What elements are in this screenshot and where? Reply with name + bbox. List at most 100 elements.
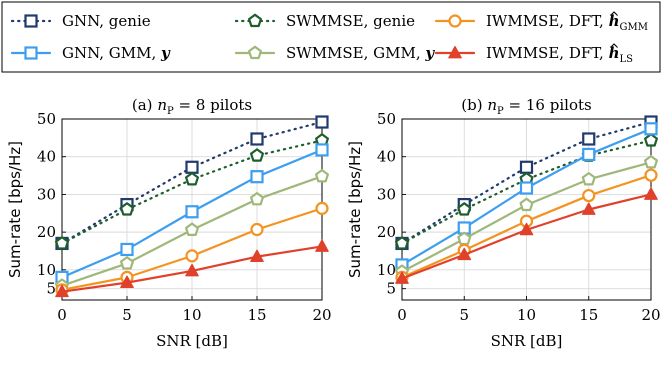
legend: GNN, genie SWMMSE, genie IWMMSE, DFT, hGMM… [1,1,661,73]
legend-label-iwmmse_dft_gmm: IWMMSE, DFT, hGMM [486,12,648,33]
y-tick-label: 30 [37,185,56,203]
y-tick-label: 50 [377,110,396,128]
data-point-swmmse_genie [250,148,264,162]
x-tick-label: 10 [517,306,536,324]
data-point-iwmmse_dft_ls [519,222,534,236]
x-tick-label: 15 [247,306,266,324]
y-tick-label: 5 [46,280,56,298]
series-swmmse_gmm [55,169,329,292]
series-line-swmmse_genie [60,139,324,245]
data-point-gnn_gmm [315,143,329,157]
data-point-gnn_genie [250,132,264,146]
data-point-gnn_gmm [120,242,134,257]
data-point-swmmse_gmm [120,256,134,270]
y-tick-label: 10 [37,261,56,279]
data-point-swmmse_genie [120,202,134,216]
legend-entry-swmmse_gmm: SWMMSE, GMM, y [234,44,435,62]
data-point-iwmmse_dft_gmm [250,222,264,237]
legend-marker-swmmse_genie [248,13,262,28]
y-tick-label: 40 [377,148,396,166]
data-point-swmmse_gmm [185,222,199,236]
data-point-iwmmse_dft_ls [185,263,199,277]
legend-entry-iwmmse_dft_gmm: IWMMSE, DFT, hGMM [434,11,648,33]
y-tick-label: 10 [377,261,396,279]
data-point-iwmmse_dft_gmm [315,201,329,215]
y-axis-label: Sum-rate [bps/Hz] [346,141,364,278]
data-point-iwmmse_dft_ls [581,202,596,215]
x-tick-label: 0 [397,306,407,324]
data-point-iwmmse_dft_ls [644,187,658,200]
data-point-gnn_genie [519,160,534,174]
data-point-swmmse_gmm [519,197,534,212]
data-point-gnn_gmm [519,181,534,195]
legend-entry-gnn_gmm: GNN, GMM, y [10,44,171,62]
data-point-swmmse_gmm [457,231,472,246]
legend-marker-iwmmse_dft_ls [448,45,462,59]
data-point-swmmse_gmm [644,155,658,169]
series-iwmmse_dft_gmm [55,201,329,297]
x-tick-label: 15 [579,306,598,324]
x-axis-label: SNR [dB] [491,332,563,350]
data-point-swmmse_genie [395,236,409,250]
data-point-iwmmse_dft_ls [395,271,409,284]
y-tick-label: 40 [37,148,56,166]
x-tick-label: 20 [641,306,660,324]
legend-entry-swmmse_genie: SWMMSE, genie [234,12,415,30]
legend-marker-gnn_gmm [24,46,38,60]
y-axis-label: Sum-rate [bps/Hz] [6,141,24,278]
data-point-swmmse_genie [185,172,199,186]
x-tick-label: 5 [459,306,469,324]
data-point-swmmse_gmm [315,169,329,183]
data-point-gnn_gmm [185,205,199,219]
y-tick-label: 20 [377,223,396,241]
data-point-gnn_genie [185,160,199,174]
legend-label-gnn_gmm: GNN, GMM, y [62,44,171,62]
data-point-gnn_genie [315,115,329,129]
panel-title: (a) nP = 8 pilots [132,96,252,117]
data-point-gnn_gmm [582,147,596,162]
data-point-iwmmse_dft_ls [55,284,69,298]
series-swmmse_genie [55,133,329,250]
data-point-iwmmse_dft_ls [457,247,472,261]
series-gnn_gmm [55,143,329,284]
data-point-gnn_gmm [644,122,658,136]
panel-title: (b) nP = 16 pilots [461,96,591,117]
series-iwmmse_dft_ls [55,239,329,298]
legend-label-gnn_genie: GNN, genie [62,12,151,30]
series-line-gnn_genie [400,120,653,245]
data-point-swmmse_genie [55,236,69,250]
legend-marker-swmmse_gmm [248,45,262,60]
legend-entry-iwmmse_dft_ls: IWMMSE, DFT, hLS [434,43,633,65]
legend-marker-gnn_genie [24,14,38,28]
data-point-iwmmse_dft_gmm [185,249,199,263]
data-point-iwmmse_dft_gmm [582,188,596,203]
x-axis-label: SNR [dB] [156,332,228,350]
series-iwmmse_dft_gmm [395,168,658,284]
hat-accent [610,43,618,48]
x-tick-label: 20 [312,306,331,324]
data-point-swmmse_gmm [250,192,264,206]
data-point-gnn_genie [582,132,596,146]
data-point-swmmse_genie [457,202,472,216]
x-tick-label: 0 [57,306,67,324]
data-point-swmmse_gmm [581,172,596,186]
legend-label-swmmse_gmm: SWMMSE, GMM, y [286,44,435,62]
y-tick-label: 5 [386,280,396,298]
legend-marker-iwmmse_dft_gmm [448,14,462,28]
y-tick-label: 50 [37,110,56,128]
legend-box [1,1,661,73]
legend-entry-gnn_genie: GNN, genie [10,12,151,30]
series-iwmmse_dft_ls [395,187,658,284]
data-point-iwmmse_dft_ls [250,249,264,263]
x-tick-label: 5 [122,306,132,324]
y-tick-label: 30 [377,185,396,203]
legend-label-swmmse_genie: SWMMSE, genie [286,12,415,30]
data-point-iwmmse_dft_ls [120,275,134,289]
legend-label-iwmmse_dft_ls: IWMMSE, DFT, hLS [486,44,633,65]
x-tick-label: 10 [182,306,201,324]
hat-accent [610,11,618,16]
data-point-gnn_gmm [250,170,264,184]
